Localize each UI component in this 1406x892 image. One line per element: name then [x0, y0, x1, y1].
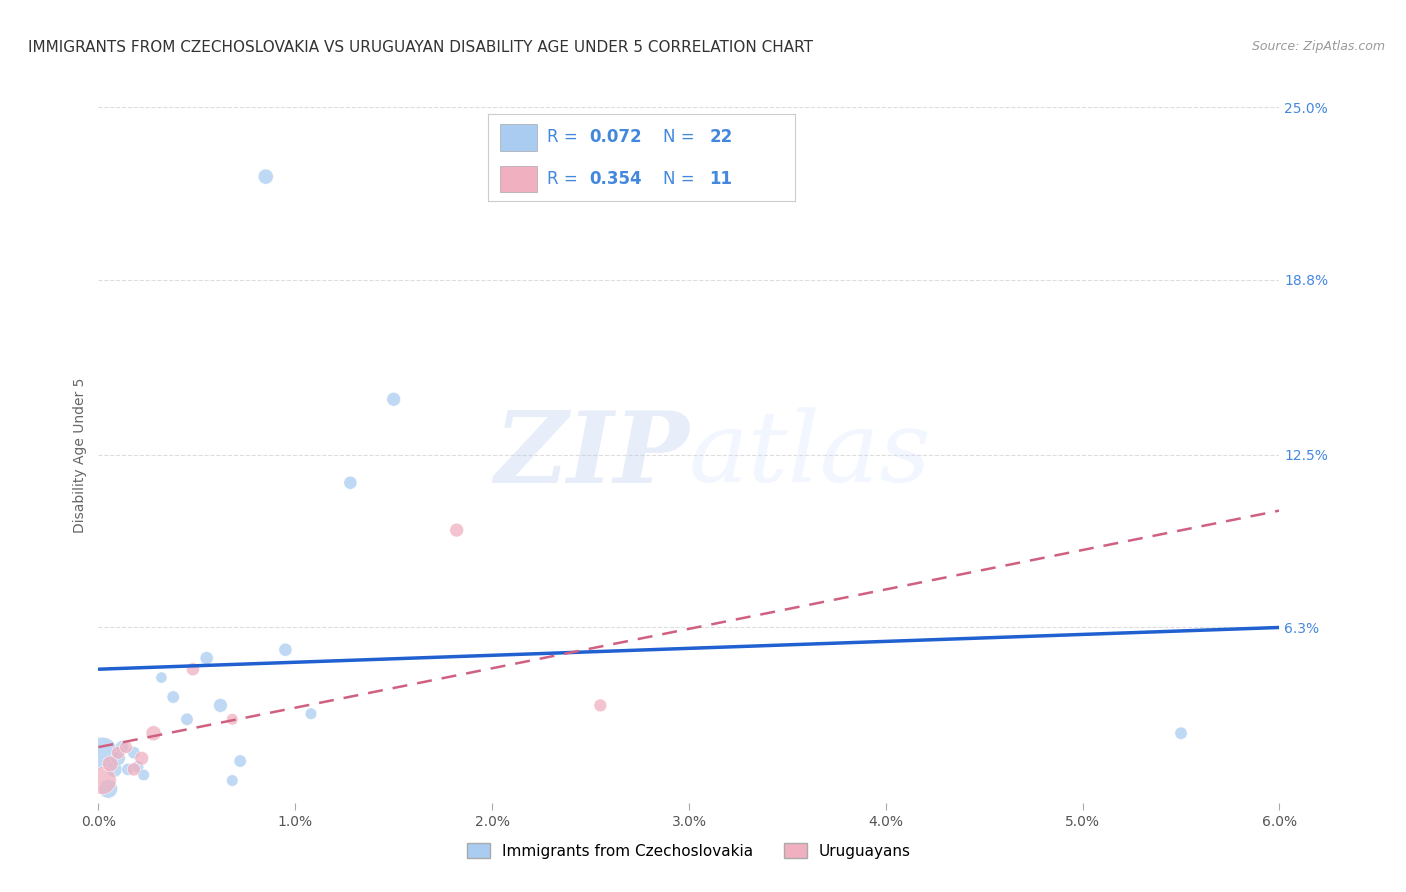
Point [111, 740, 134, 755]
Point [162, 690, 184, 704]
Point [122, 763, 145, 777]
Point [131, 751, 153, 765]
Point [274, 642, 297, 657]
Text: IMMIGRANTS FROM CZECHOSLOVAKIA VS URUGUAYAN DISABILITY AGE UNDER 5 CORRELATION C: IMMIGRANTS FROM CZECHOSLOVAKIA VS URUGUA… [28, 40, 813, 55]
Point [97, 781, 120, 796]
Point [91, 746, 114, 760]
Point [299, 706, 322, 721]
Point [446, 523, 468, 537]
Point [132, 768, 155, 782]
Point [107, 751, 129, 765]
Point [150, 671, 173, 685]
Point [127, 759, 149, 773]
Text: Source: ZipAtlas.com: Source: ZipAtlas.com [1251, 40, 1385, 54]
Point [221, 773, 243, 788]
Y-axis label: Disability Age Under 5: Disability Age Under 5 [73, 377, 87, 533]
Legend: Immigrants from Czechoslovakia, Uruguayans: Immigrants from Czechoslovakia, Uruguaya… [461, 837, 917, 864]
Text: atlas: atlas [689, 408, 932, 502]
Point [176, 712, 198, 726]
Point [221, 712, 243, 726]
Point [122, 746, 145, 760]
Point [91, 773, 114, 788]
Point [98, 756, 121, 771]
Point [195, 651, 218, 665]
Point [115, 740, 138, 755]
Text: ZIP: ZIP [494, 407, 689, 503]
Point [117, 763, 139, 777]
Point [107, 746, 129, 760]
Point [103, 763, 125, 777]
Point [382, 392, 405, 407]
Point [181, 662, 204, 676]
Point [142, 726, 165, 740]
Point [1170, 726, 1192, 740]
Point [339, 475, 361, 490]
Point [229, 754, 252, 768]
Point [209, 698, 232, 713]
Point [254, 169, 277, 184]
Point [589, 698, 612, 713]
